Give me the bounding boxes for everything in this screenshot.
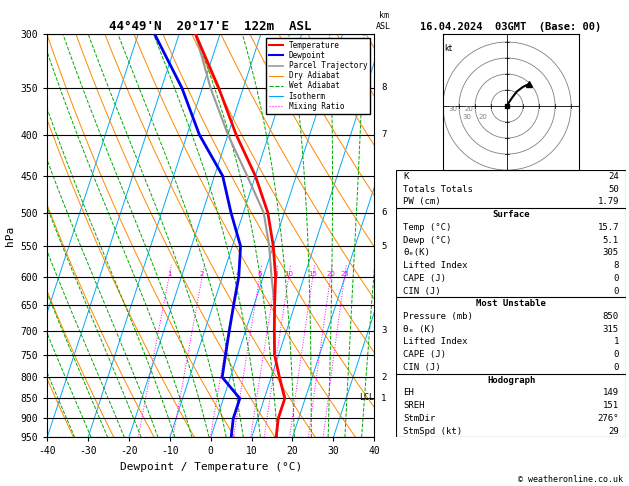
Text: 0: 0	[614, 350, 619, 359]
Text: 29: 29	[608, 427, 619, 435]
Text: 7: 7	[381, 130, 386, 139]
Text: θₑ (K): θₑ (K)	[403, 325, 435, 334]
Text: 0: 0	[614, 287, 619, 295]
Text: 2: 2	[200, 271, 204, 277]
Text: 30: 30	[448, 106, 457, 112]
Text: 1.79: 1.79	[598, 197, 619, 207]
Legend: Temperature, Dewpoint, Parcel Trajectory, Dry Adiabat, Wet Adiabat, Isotherm, Mi: Temperature, Dewpoint, Parcel Trajectory…	[266, 38, 370, 114]
Text: Surface: Surface	[493, 210, 530, 219]
Text: 6: 6	[257, 271, 262, 277]
Text: Pressure (mb): Pressure (mb)	[403, 312, 473, 321]
Text: 15.7: 15.7	[598, 223, 619, 232]
Text: 5: 5	[381, 242, 386, 251]
Y-axis label: hPa: hPa	[5, 226, 15, 246]
Text: 25: 25	[340, 271, 349, 277]
Text: 15: 15	[308, 271, 317, 277]
Text: kt: kt	[445, 44, 453, 52]
Text: SREH: SREH	[403, 401, 425, 410]
Text: 0: 0	[614, 363, 619, 372]
Text: CAPE (J): CAPE (J)	[403, 274, 446, 283]
Text: Lifted Index: Lifted Index	[403, 337, 467, 347]
Text: Lifted Index: Lifted Index	[403, 261, 467, 270]
Text: 30: 30	[462, 114, 471, 120]
Text: StmSpd (kt): StmSpd (kt)	[403, 427, 462, 435]
Text: StmDir: StmDir	[403, 414, 435, 423]
Text: Dewp (°C): Dewp (°C)	[403, 236, 452, 244]
Text: θₑ(K): θₑ(K)	[403, 248, 430, 257]
Text: 1: 1	[614, 337, 619, 347]
Text: 3: 3	[381, 326, 386, 335]
Text: CIN (J): CIN (J)	[403, 287, 441, 295]
Text: 0: 0	[614, 274, 619, 283]
Text: 8: 8	[381, 84, 386, 92]
Text: 8: 8	[274, 271, 278, 277]
Text: 5.1: 5.1	[603, 236, 619, 244]
Text: K: K	[403, 172, 408, 181]
Text: 1: 1	[167, 271, 171, 277]
Title: 44°49'N  20°17'E  122m  ASL: 44°49'N 20°17'E 122m ASL	[109, 20, 312, 33]
Text: Most Unstable: Most Unstable	[476, 299, 546, 308]
Text: 850: 850	[603, 312, 619, 321]
Text: 50: 50	[608, 185, 619, 194]
Text: 20: 20	[465, 106, 474, 112]
Text: LCL: LCL	[359, 393, 374, 402]
Text: 1: 1	[381, 394, 386, 403]
Text: 8: 8	[614, 261, 619, 270]
Text: 10: 10	[284, 271, 293, 277]
Text: 151: 151	[603, 401, 619, 410]
X-axis label: Dewpoint / Temperature (°C): Dewpoint / Temperature (°C)	[120, 462, 302, 472]
Text: CAPE (J): CAPE (J)	[403, 350, 446, 359]
Text: 305: 305	[603, 248, 619, 257]
Text: km
ASL: km ASL	[376, 11, 391, 31]
Text: 24: 24	[608, 172, 619, 181]
Text: Temp (°C): Temp (°C)	[403, 223, 452, 232]
Text: EH: EH	[403, 388, 414, 398]
Text: 6: 6	[381, 208, 386, 217]
Text: 4: 4	[235, 271, 240, 277]
Text: Hodograph: Hodograph	[487, 376, 535, 384]
Text: 2: 2	[381, 373, 386, 382]
Text: 16.04.2024  03GMT  (Base: 00): 16.04.2024 03GMT (Base: 00)	[420, 21, 602, 32]
Text: PW (cm): PW (cm)	[403, 197, 441, 207]
Text: 20: 20	[326, 271, 335, 277]
Text: 20: 20	[478, 114, 487, 120]
Text: CIN (J): CIN (J)	[403, 363, 441, 372]
Text: © weatheronline.co.uk: © weatheronline.co.uk	[518, 474, 623, 484]
Text: Totals Totals: Totals Totals	[403, 185, 473, 194]
Text: 149: 149	[603, 388, 619, 398]
Text: 276°: 276°	[598, 414, 619, 423]
Text: 315: 315	[603, 325, 619, 334]
